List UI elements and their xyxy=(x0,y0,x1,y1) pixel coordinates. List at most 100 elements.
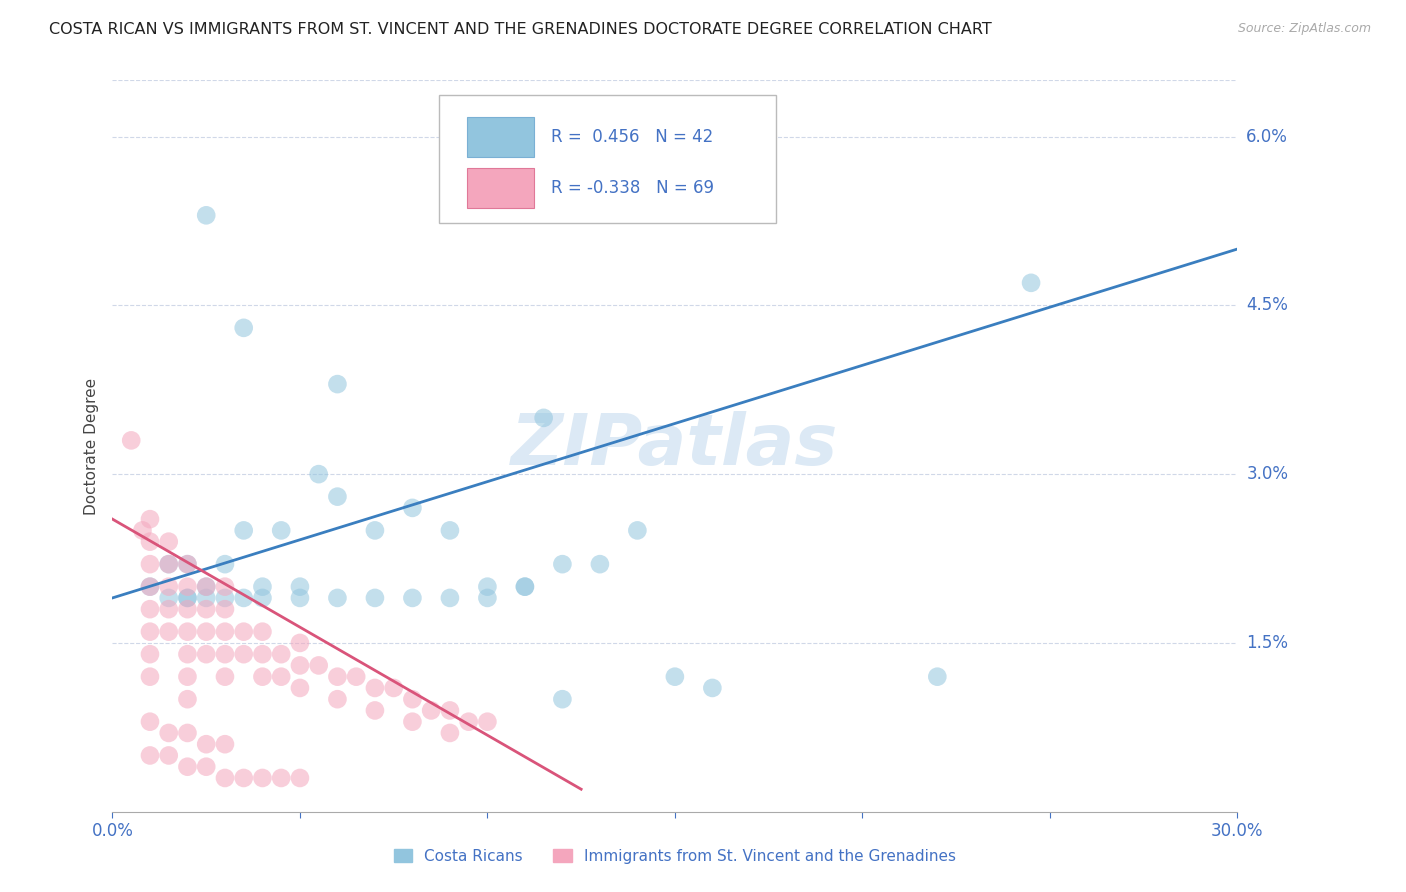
Point xyxy=(120,434,142,448)
Point xyxy=(533,410,555,425)
Point xyxy=(195,760,218,774)
Point xyxy=(176,692,198,706)
Point xyxy=(1019,276,1042,290)
Point xyxy=(157,726,180,740)
Point xyxy=(326,692,349,706)
Point xyxy=(513,580,536,594)
Point xyxy=(214,580,236,594)
Text: 1.5%: 1.5% xyxy=(1246,634,1288,652)
Point xyxy=(252,591,274,605)
Point xyxy=(139,647,162,661)
Point xyxy=(139,534,162,549)
Point xyxy=(702,681,724,695)
Text: Source: ZipAtlas.com: Source: ZipAtlas.com xyxy=(1237,22,1371,36)
Point xyxy=(457,714,479,729)
Point xyxy=(401,591,423,605)
Point xyxy=(252,771,274,785)
Point xyxy=(477,591,499,605)
Point xyxy=(232,591,254,605)
Point xyxy=(551,692,574,706)
Point xyxy=(139,714,162,729)
Point xyxy=(252,647,274,661)
Point xyxy=(157,534,180,549)
Point xyxy=(308,467,330,482)
Point xyxy=(214,670,236,684)
Text: 6.0%: 6.0% xyxy=(1246,128,1288,145)
Point xyxy=(270,670,292,684)
Point xyxy=(364,591,387,605)
Point xyxy=(195,602,218,616)
Point xyxy=(382,681,405,695)
Point xyxy=(439,591,461,605)
Point xyxy=(401,714,423,729)
Point xyxy=(232,624,254,639)
Text: R = -0.338   N = 69: R = -0.338 N = 69 xyxy=(551,179,714,197)
Point xyxy=(364,703,387,717)
Point xyxy=(344,670,367,684)
Point xyxy=(232,321,254,335)
Point xyxy=(439,726,461,740)
Text: 3.0%: 3.0% xyxy=(1246,465,1288,483)
Point xyxy=(589,557,612,571)
Point xyxy=(252,624,274,639)
Point xyxy=(326,591,349,605)
Point xyxy=(401,692,423,706)
Text: R =  0.456   N = 42: R = 0.456 N = 42 xyxy=(551,128,713,146)
Point xyxy=(326,377,349,392)
Point xyxy=(551,557,574,571)
Point xyxy=(195,624,218,639)
Point xyxy=(288,580,311,594)
Y-axis label: Doctorate Degree: Doctorate Degree xyxy=(83,377,98,515)
Point xyxy=(626,524,648,538)
Point xyxy=(157,591,180,605)
Point xyxy=(664,670,686,684)
Point xyxy=(139,624,162,639)
Text: COSTA RICAN VS IMMIGRANTS FROM ST. VINCENT AND THE GRENADINES DOCTORATE DEGREE C: COSTA RICAN VS IMMIGRANTS FROM ST. VINCE… xyxy=(49,22,993,37)
Point xyxy=(139,512,162,526)
Point xyxy=(477,580,499,594)
Point xyxy=(139,748,162,763)
Point xyxy=(176,557,198,571)
Point xyxy=(288,771,311,785)
Point xyxy=(139,557,162,571)
Point xyxy=(232,771,254,785)
Point xyxy=(214,737,236,751)
Point xyxy=(364,681,387,695)
Bar xyxy=(467,117,534,157)
Point xyxy=(270,771,292,785)
Point xyxy=(288,658,311,673)
Point xyxy=(176,591,198,605)
Point xyxy=(139,580,162,594)
Text: ZIPatlas: ZIPatlas xyxy=(512,411,838,481)
Point xyxy=(195,580,218,594)
Point xyxy=(176,760,198,774)
Point xyxy=(157,602,180,616)
Point xyxy=(927,670,949,684)
Point xyxy=(232,647,254,661)
Legend: Costa Ricans, Immigrants from St. Vincent and the Grenadines: Costa Ricans, Immigrants from St. Vincen… xyxy=(388,843,962,870)
Bar xyxy=(467,168,534,209)
Point xyxy=(176,624,198,639)
Point xyxy=(176,602,198,616)
Point xyxy=(270,524,292,538)
Point xyxy=(195,580,218,594)
Point xyxy=(439,524,461,538)
Point xyxy=(195,208,218,222)
Point xyxy=(139,602,162,616)
Point xyxy=(176,591,198,605)
Point xyxy=(439,703,461,717)
Point xyxy=(401,500,423,515)
Point xyxy=(139,580,162,594)
Point xyxy=(326,670,349,684)
Point xyxy=(157,557,180,571)
Point xyxy=(176,557,198,571)
Point xyxy=(420,703,443,717)
Point xyxy=(157,557,180,571)
Point xyxy=(195,591,218,605)
Point xyxy=(195,647,218,661)
Point xyxy=(364,524,387,538)
Point xyxy=(214,771,236,785)
Point xyxy=(513,580,536,594)
Point xyxy=(176,647,198,661)
Point xyxy=(195,737,218,751)
